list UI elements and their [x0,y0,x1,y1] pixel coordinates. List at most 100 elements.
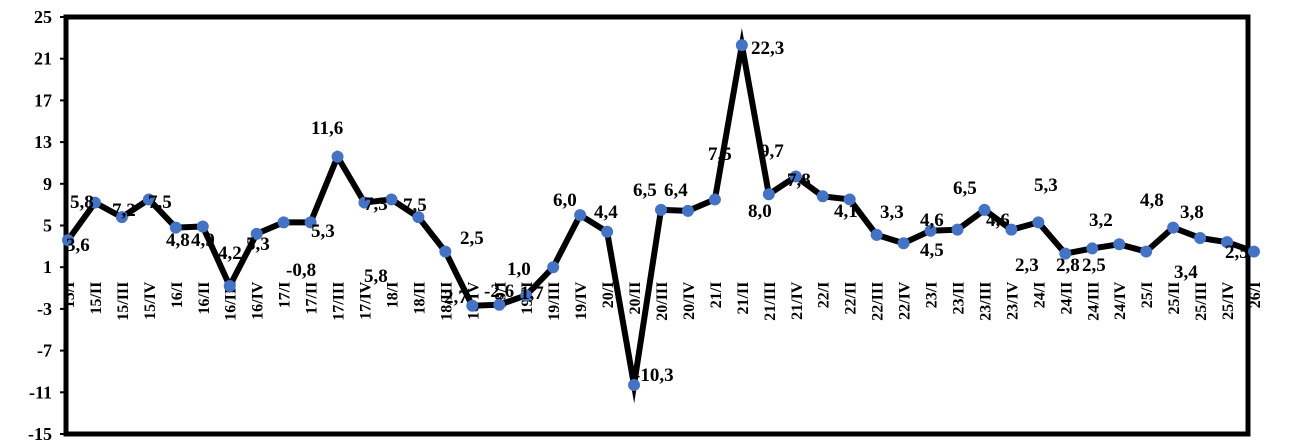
x-tick-label: 19/III [546,282,563,321]
x-tick-label: 25/III [1193,282,1210,321]
y-tick-label: 21 [34,49,52,69]
x-tick-label: 18/II [411,282,428,315]
data-label: 4,9 [191,230,215,251]
data-label: 3,8 [1180,202,1204,223]
data-point [196,220,209,233]
data-label: 3,4 [1174,262,1198,283]
x-tick-label: 20/II [627,282,644,315]
data-point [88,196,101,209]
data-point [843,193,856,206]
data-label: 4,2 [218,243,242,264]
y-tick-label: 13 [34,132,52,152]
x-tick-label: 19/IV [573,281,590,320]
data-label: 7,5 [403,195,427,216]
data-point [1248,245,1260,258]
y-tick-label: 9 [43,174,52,194]
data-point [385,193,398,206]
data-point [1059,247,1072,260]
data-label: 2,8 [1056,255,1080,276]
y-tick-label: -7 [37,341,52,361]
data-label: 4,4 [594,202,618,223]
data-label: 7,5 [148,192,172,213]
data-point [493,298,506,311]
y-tick-label: 25 [34,7,52,27]
data-label: 4,6 [920,210,944,231]
data-point [331,150,344,163]
y-tick-label: 17 [34,90,52,110]
data-point [1113,238,1126,251]
x-axis: 15/I 15/II 15/III 15/IV 16/I 16/II 16/III 16/IV… [61,281,1264,321]
data-point [439,245,452,258]
x-tick-label: 15/IV [142,281,159,320]
data-label: 2,5 [460,228,484,249]
x-tick-label: 15/III [115,282,132,321]
y-tick-label: -3 [37,299,52,319]
data-point [789,170,802,183]
x-tick-label: 24/I [1031,282,1048,309]
data-label: 5,8 [70,192,94,213]
x-tick-label: 17/II [304,282,321,315]
data-point [924,224,937,237]
x-tick-label: 17/III [331,282,348,321]
data-point [358,196,371,209]
data-label: 3,6 [66,235,90,256]
data-point [655,203,667,216]
data-label: 4,8 [166,230,190,251]
x-tick-label: 23/III [977,282,994,321]
data-point [1005,223,1018,236]
x-tick-label: 25/II [1166,282,1183,315]
data-point [547,261,560,274]
data-point [601,225,614,238]
x-tick-label: 15/II [88,282,105,315]
data-point [951,223,964,236]
data-point [62,234,74,247]
data-labels: 3,65,8 7,2 7,54,8 4,9-0,84,2 5,35,311,67,35,… [66,38,1249,386]
x-tick-label: 17/IV [358,281,375,320]
data-point [115,211,128,224]
data-label: 22,3 [751,38,784,59]
data-point [1221,236,1234,249]
data-point [762,188,775,201]
data-label: 2,5 [1225,242,1249,263]
x-tick-label: 22/III [870,282,887,321]
x-tick-label: 26/I [1247,282,1264,309]
data-label: 5,8 [364,266,388,287]
y-tick-label: 5 [43,216,52,236]
data-label: 4,5 [920,240,944,261]
data-point [412,211,425,224]
x-tick-label: 21/III [762,282,779,321]
data-label: 2,3 [1015,255,1039,276]
x-tick-label: 23/I [924,282,941,309]
data-label: 7,3 [364,194,388,215]
data-point [223,279,236,292]
data-point [277,216,290,229]
data-label: 5,3 [246,234,270,255]
data-point [816,190,829,203]
x-tick-label: 24/IV [1112,281,1129,320]
data-point [628,379,641,392]
data-point [897,237,910,250]
x-tick-label: 20/I [600,282,617,309]
data-point [466,299,479,312]
data-label: 4,1 [834,201,858,222]
data-label: 3,2 [1089,210,1113,231]
x-tick-label: 16/II [196,282,213,315]
data-label: 6,5 [633,180,657,201]
data-point [1194,232,1207,245]
data-point [681,204,694,217]
x-tick-label: 22/IV [897,281,914,320]
data-label: 11,6 [311,118,343,139]
data-point [574,209,587,222]
x-tick-label: 25/IV [1220,281,1237,320]
data-point [169,221,182,234]
data-point [250,227,263,240]
x-tick-label: 15/I [61,282,78,309]
data-label: 2,5 [1082,255,1106,276]
data-label: 7,2 [112,200,136,221]
data-label: 1,0 [507,259,531,280]
data-label: 5,3 [1034,175,1058,196]
data-label: -0,8 [286,260,316,281]
x-tick-label: 22/I [816,282,833,309]
data-label: 2,7 [444,287,468,308]
x-tick-label: 24/II [1058,282,1075,315]
